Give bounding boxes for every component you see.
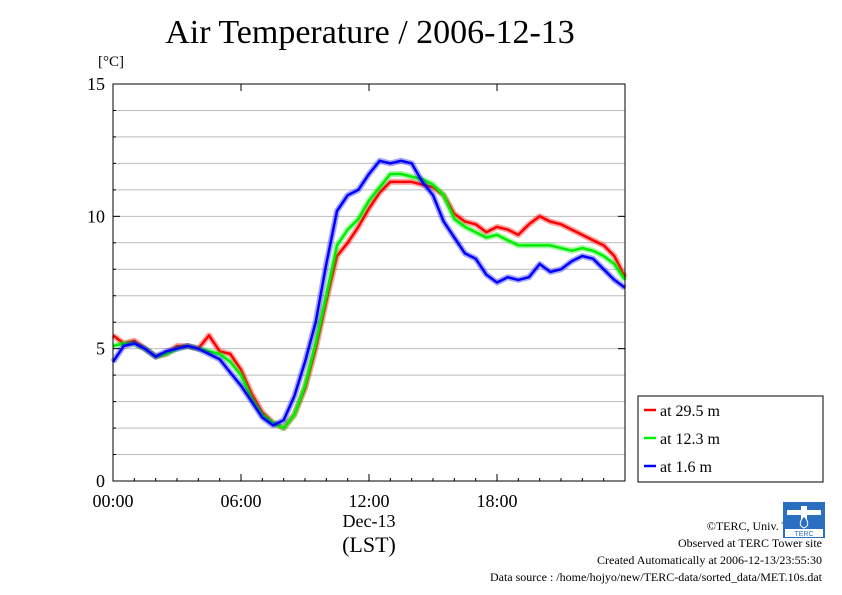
credit-line: Created Automatically at 2006-12-13/23:5…	[597, 553, 822, 567]
y-axis-unit: [°C]	[98, 54, 124, 70]
x-axis-label-lst: (LST)	[342, 532, 396, 557]
x-tick-label: 06:00	[220, 491, 261, 511]
grid-lines	[113, 109, 625, 456]
legend: at 29.5 m at 12.3 m at 1.6 m	[637, 395, 824, 483]
y-tick-label: 0	[96, 471, 105, 491]
credits-block: ©TERC, Univ. Tsukuba Observed at TERC To…	[490, 518, 822, 586]
x-axis-label: Dec-13	[343, 511, 396, 531]
legend-label: at 1.6 m	[660, 459, 713, 476]
x-tick-label: 00:00	[92, 491, 133, 511]
series-line	[111, 159, 626, 427]
y-tick-label: 5	[96, 339, 105, 359]
logo-text: TERC	[794, 531, 813, 538]
series-lines	[110, 157, 628, 432]
legend-box	[637, 395, 824, 483]
chart-title: Air Temperature / 2006-12-13	[165, 14, 575, 51]
series-line-halo	[111, 178, 628, 432]
x-tick-label: 18:00	[476, 491, 517, 511]
x-tick-label: 12:00	[348, 491, 389, 511]
y-tick-label: 10	[87, 206, 105, 226]
terc-logo-icon: TERC	[783, 502, 825, 538]
credit-line: Observed at TERC Tower site	[677, 536, 822, 550]
legend-label: at 12.3 m	[660, 431, 721, 448]
y-tick-label: 15	[87, 74, 105, 94]
plot-frame	[112, 83, 626, 482]
credit-line: ©TERC, Univ. Tsukuba	[706, 519, 822, 533]
axis-ticks: 0 5 10 15 00:00 06:00 12:00 18:00 Dec-13(LST)	[87, 74, 625, 557]
credit-line: Data source : /home/hojyo/new/TERC-data/…	[489, 570, 822, 584]
legend-label: at 29.5 m	[660, 403, 721, 420]
